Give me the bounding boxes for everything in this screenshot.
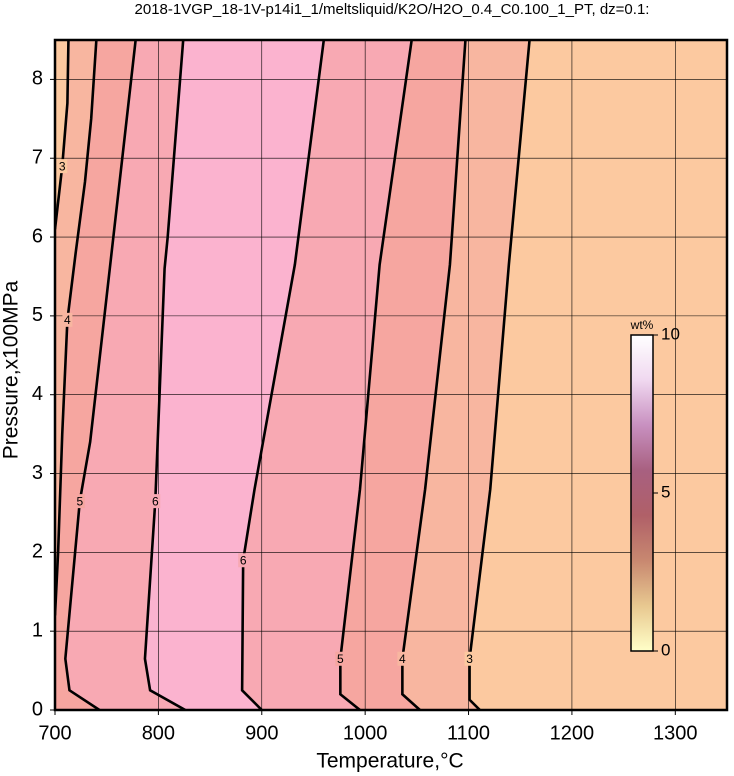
x-tick-label: 900	[245, 722, 278, 744]
contour-label: 4	[64, 313, 71, 327]
contour-label-bg	[335, 651, 346, 666]
contour-label-bg	[150, 494, 161, 509]
y-tick-label: 7	[32, 147, 43, 169]
y-tick-label: 8	[32, 68, 43, 90]
contour-label-bg	[464, 651, 475, 666]
contour-line	[240, 40, 326, 710]
y-tick-label: 2	[32, 541, 43, 563]
contour-label: 6	[152, 494, 159, 508]
contour-label: 5	[76, 494, 83, 508]
x-tick-label: 1100	[447, 722, 490, 744]
colorbar-tick-label: 0	[661, 640, 670, 659]
plot-frame	[53, 38, 729, 712]
x-tick-label: 700	[38, 722, 71, 744]
colorbar-tick-label: 10	[661, 324, 680, 343]
contour-band	[469, 40, 727, 710]
contour-label: 3	[59, 159, 66, 173]
y-tick-label: 4	[32, 383, 43, 405]
colorbar-tick-label: 5	[661, 482, 670, 501]
y-axis-title: Pressure,x100MPa	[0, 280, 23, 459]
contour-line	[55, 40, 98, 616]
contour-label-bg	[57, 159, 68, 174]
contour-label-bg	[74, 494, 85, 509]
y-tick-label: 1	[32, 619, 43, 641]
colorbar-title: wt%	[630, 318, 654, 332]
contour-label: 4	[399, 652, 406, 666]
contour-label: 3	[466, 652, 473, 666]
y-tick-label: 6	[32, 225, 43, 247]
y-tick-label: 3	[32, 462, 43, 484]
y-tick-label: 5	[32, 304, 43, 326]
contour-label-bg	[62, 312, 73, 327]
contour-line	[339, 40, 413, 710]
contour-line	[55, 40, 70, 230]
contour-band	[55, 40, 97, 710]
x-tick-label: 800	[142, 722, 175, 744]
x-axis-title: Temperature,°C	[316, 750, 463, 773]
plot-area	[55, 40, 727, 710]
contour-line	[401, 40, 467, 710]
chart-title: 2018-1VGP_18-1V-p14i1_1/meltsliquid/K2O/…	[135, 1, 650, 18]
contour-band	[55, 40, 69, 710]
contour-label: 6	[240, 553, 247, 567]
contour-label-bg	[397, 651, 408, 666]
colorbar	[630, 334, 654, 652]
x-tick-label: 1300	[653, 722, 698, 744]
contour-label-bg	[238, 553, 249, 568]
contour-label: 5	[337, 652, 344, 666]
contour-line	[468, 40, 531, 710]
x-tick-label: 1000	[343, 722, 388, 744]
y-tick-label: 0	[32, 698, 43, 720]
x-tick-label: 1200	[550, 722, 595, 744]
